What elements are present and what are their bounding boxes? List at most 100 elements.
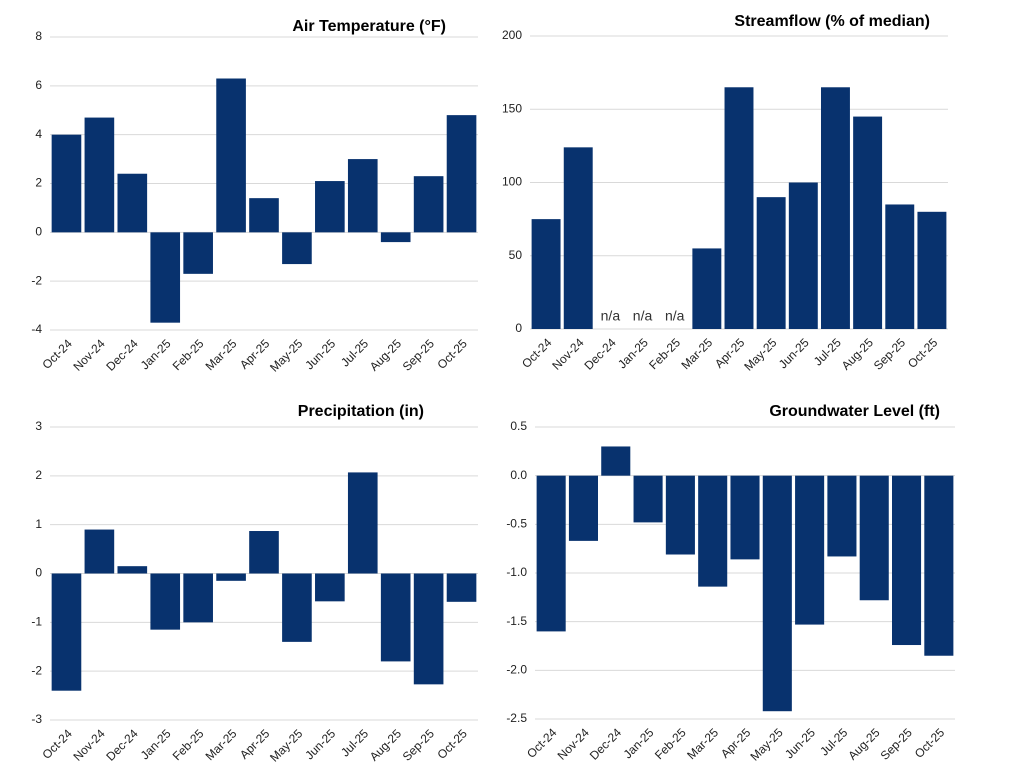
- y-tick-label: -3: [31, 712, 42, 726]
- y-tick-label: 0.5: [510, 419, 527, 433]
- bar: [150, 232, 181, 323]
- bar: [730, 475, 760, 560]
- y-tick-label: 1: [35, 517, 42, 531]
- x-tick-label: Mar-25: [678, 335, 715, 372]
- x-tick-label: Oct-24: [39, 336, 75, 372]
- bar: [536, 475, 566, 632]
- x-tick-label: Oct-25: [435, 726, 471, 762]
- bar: [413, 573, 444, 685]
- bar: [150, 573, 181, 630]
- x-tick-label: Jan-25: [621, 725, 657, 761]
- x-tick-label: Feb-25: [170, 336, 207, 373]
- bar: [820, 87, 850, 330]
- bar: [917, 211, 947, 329]
- bar: [282, 573, 312, 642]
- y-tick-label: 100: [502, 175, 522, 189]
- bar: [282, 232, 312, 265]
- x-tick-label: Aug-25: [839, 335, 876, 372]
- x-tick-label: Feb-25: [170, 726, 207, 763]
- bar: [756, 197, 786, 329]
- y-tick-label: 8: [35, 29, 42, 43]
- y-tick-label: 3: [35, 419, 42, 433]
- bar: [762, 475, 792, 712]
- chart-title: Streamflow (% of median): [734, 13, 930, 30]
- y-tick-label: 150: [502, 101, 522, 115]
- y-tick-label: 4: [35, 127, 42, 141]
- bar: [892, 475, 922, 646]
- bar: [924, 475, 954, 656]
- x-tick-label: Dec-24: [581, 335, 618, 372]
- x-tick-label: Mar-25: [203, 726, 240, 763]
- x-tick-label: Oct-24: [524, 725, 560, 761]
- x-tick-label: May-25: [747, 725, 785, 763]
- bar: [84, 529, 115, 574]
- y-tick-label: -2: [31, 273, 42, 287]
- x-tick-label: May-25: [267, 726, 305, 764]
- bar: [531, 219, 561, 329]
- bar: [446, 573, 477, 602]
- x-tick-label: Jun-25: [302, 336, 338, 372]
- x-tick-label: Jan-25: [138, 726, 174, 762]
- bar: [347, 472, 378, 574]
- bar: [216, 573, 246, 581]
- bar: [795, 475, 825, 625]
- x-tick-label: Apr-25: [237, 726, 273, 762]
- bar: [51, 134, 82, 233]
- x-tick-label: Jan-25: [138, 336, 174, 372]
- x-tick-label: Sep-25: [400, 726, 437, 763]
- x-tick-label: Dec-24: [103, 336, 140, 373]
- x-tick-label: Oct-24: [39, 726, 75, 762]
- x-tick-label: Nov-24: [549, 335, 586, 372]
- x-tick-label: Nov-24: [555, 725, 592, 762]
- y-tick-label: 0: [515, 321, 522, 335]
- bar: [249, 198, 279, 233]
- bar: [380, 232, 411, 243]
- bar: [315, 573, 345, 602]
- bar: [183, 232, 213, 274]
- x-tick-label: Dec-24: [587, 725, 624, 762]
- bar: [633, 475, 663, 523]
- x-tick-label: Oct-25: [905, 335, 941, 371]
- bar: [698, 475, 728, 587]
- y-tick-label: 0: [35, 566, 42, 580]
- value-label: n/a: [633, 308, 653, 324]
- x-tick-label: Jun-25: [302, 726, 338, 762]
- x-tick-label: Oct-25: [912, 725, 948, 761]
- bar: [827, 475, 857, 557]
- y-tick-label: -1: [31, 615, 42, 629]
- x-tick-label: Aug-25: [367, 336, 404, 373]
- x-tick-label: Sep-25: [871, 335, 908, 372]
- y-tick-label: 6: [35, 78, 42, 92]
- x-tick-label: Sep-25: [400, 336, 437, 373]
- y-tick-label: -1.5: [506, 614, 527, 628]
- y-tick-label: 0.0: [510, 468, 527, 482]
- chart-title: Precipitation (in): [298, 403, 424, 420]
- x-tick-label: Jun-25: [776, 335, 812, 371]
- x-tick-label: Feb-25: [646, 335, 683, 372]
- value-label: n/a: [665, 308, 685, 324]
- y-tick-label: 0: [35, 225, 42, 239]
- bar: [885, 204, 915, 329]
- bar: [380, 573, 411, 662]
- bar: [446, 115, 477, 233]
- value-label: n/a: [601, 308, 621, 324]
- bar: [249, 531, 279, 574]
- y-tick-label: 200: [502, 28, 522, 42]
- bar: [413, 176, 444, 233]
- x-tick-label: Jun-25: [782, 725, 818, 761]
- y-tick-label: -1.0: [506, 565, 527, 579]
- chart-title: Groundwater Level (ft): [769, 403, 940, 420]
- bar: [84, 117, 115, 233]
- x-tick-label: May-25: [741, 335, 779, 373]
- x-tick-label: Nov-24: [70, 336, 107, 373]
- y-tick-label: -0.5: [506, 517, 527, 531]
- y-tick-label: 2: [35, 468, 42, 482]
- bar: [788, 182, 818, 329]
- bar: [601, 446, 631, 476]
- bar: [568, 475, 598, 541]
- x-tick-label: Oct-25: [435, 336, 471, 372]
- x-tick-label: Aug-25: [845, 725, 882, 762]
- bar: [117, 566, 148, 574]
